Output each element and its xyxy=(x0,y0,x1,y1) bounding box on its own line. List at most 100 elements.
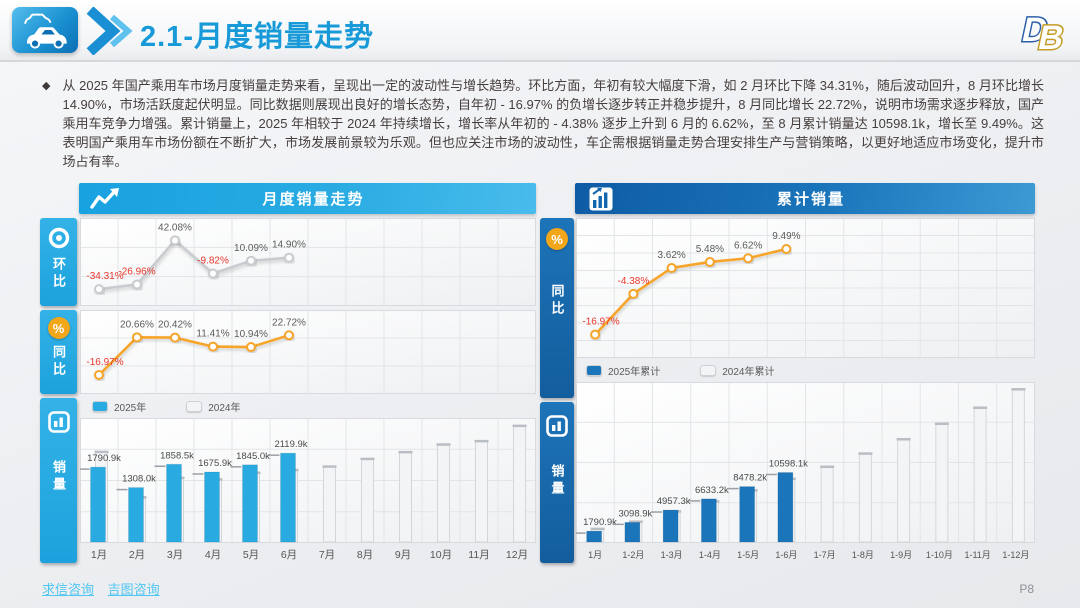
svg-text:8478.2k: 8478.2k xyxy=(733,473,767,484)
bar-chart-icon xyxy=(546,415,568,437)
tab-yoy: % 同比 xyxy=(40,310,77,394)
right-panel-header: 累计销量 xyxy=(575,183,1035,214)
svg-text:-26.96%: -26.96% xyxy=(118,266,155,277)
svg-text:10.09%: 10.09% xyxy=(234,243,268,254)
svg-text:10598.1k: 10598.1k xyxy=(769,458,808,469)
svg-text:11月: 11月 xyxy=(468,549,489,561)
diamond-bullet-icon: ◆ xyxy=(42,80,51,92)
svg-text:1-3月: 1-3月 xyxy=(661,550,683,560)
legend-item: 2024年累计 xyxy=(700,363,775,378)
footer-links: 求信咨询 吉图咨询 xyxy=(42,579,170,598)
svg-text:5月: 5月 xyxy=(243,549,259,561)
footer-link-qiuxin[interactable]: 求信咨询 xyxy=(42,582,95,597)
legend-swatch-2024-cum xyxy=(700,364,717,376)
svg-text:12月: 12月 xyxy=(506,549,528,561)
percent-icon: % xyxy=(546,228,568,250)
right-panel-title: 累计销量 xyxy=(776,191,845,208)
tab-cum-yoy-label: 同比 xyxy=(549,284,565,318)
left-panel-header: 月度销量走势 xyxy=(79,183,536,214)
svg-text:1845.0k: 1845.0k xyxy=(236,451,270,462)
legend-label: 2024年 xyxy=(208,402,241,414)
svg-text:-34.31%: -34.31% xyxy=(86,271,123,282)
svg-text:5.48%: 5.48% xyxy=(696,244,724,255)
cumulative-sales-bar-chart: 1790.9k 1月 3098.9k 1-2月 4957.3k 1-3月 6633.2k 1-… xyxy=(574,382,1035,563)
svg-text:1-12月: 1-12月 xyxy=(1002,550,1029,560)
cumulative-sales-legend: 2025年累计 2024年累计 xyxy=(586,362,775,378)
svg-text:1月: 1月 xyxy=(91,549,107,561)
svg-text:10.94%: 10.94% xyxy=(234,329,268,340)
svg-text:9.49%: 9.49% xyxy=(772,231,800,242)
percent-icon: % xyxy=(47,317,70,339)
legend-swatch-2025 xyxy=(92,400,108,412)
svg-text:-16.97%: -16.97% xyxy=(86,357,123,368)
svg-text:1-5月: 1-5月 xyxy=(737,550,759,560)
legend-item: 2025年 xyxy=(92,399,146,414)
svg-text:-9.82%: -9.82% xyxy=(197,256,229,267)
trend-line-icon xyxy=(79,183,131,214)
svg-text:6.62%: 6.62% xyxy=(734,240,762,251)
legend-item: 2024年 xyxy=(186,399,241,414)
svg-text:1-9月: 1-9月 xyxy=(890,550,912,560)
summary-block: ◆ 从 2025 年国产乘用车市场月度销量走势来看，呈现出一定的波动性与增长趋势… xyxy=(42,76,1044,171)
svg-text:3.62%: 3.62% xyxy=(657,250,685,261)
monthly-sales-bar-chart: 1790.9k 1月 1308.0k 2月 1858.5k 3月 1675.9k 4月 1845… xyxy=(78,418,536,563)
tab-cum-sales: 销量 xyxy=(540,402,574,563)
svg-text:-4.38%: -4.38% xyxy=(618,276,650,287)
legend-label: 2025年累计 xyxy=(608,366,661,378)
svg-text:22.72%: 22.72% xyxy=(272,317,306,328)
legend-label: 2024年累计 xyxy=(722,366,775,378)
svg-text:10月: 10月 xyxy=(430,549,452,561)
svg-text:2119.9k: 2119.9k xyxy=(274,439,307,450)
svg-text:1-10月: 1-10月 xyxy=(926,550,953,560)
tab-mom: 环比 xyxy=(40,218,77,306)
svg-text:4957.3k: 4957.3k xyxy=(657,496,691,507)
cumulative-yoy-line-chart: -16.97% -4.38% 3.62% 5.48% 6.62% 9.49% xyxy=(576,218,1035,358)
tab-cum-sales-label: 销量 xyxy=(549,464,565,498)
svg-text:1790.9k: 1790.9k xyxy=(583,517,617,528)
svg-text:4月: 4月 xyxy=(205,549,221,561)
tab-cum-yoy: % 同比 xyxy=(540,218,574,398)
svg-text:3098.9k: 3098.9k xyxy=(618,508,652,519)
bar-chart-arrow-icon xyxy=(575,183,627,214)
monthly-sales-legend: 2025年 2024年 xyxy=(92,398,241,414)
svg-text:11.41%: 11.41% xyxy=(196,329,229,340)
summary-text: 从 2025 年国产乘用车市场月度销量走势来看，呈现出一定的波动性与增长趋势。环… xyxy=(62,78,1044,169)
svg-text:14.90%: 14.90% xyxy=(272,240,306,251)
page-number: P8 xyxy=(1019,582,1034,596)
svg-text:1858.5k: 1858.5k xyxy=(160,450,194,461)
svg-text:7月: 7月 xyxy=(319,549,335,561)
svg-text:1-4月: 1-4月 xyxy=(699,550,721,560)
svg-text:1-2月: 1-2月 xyxy=(622,550,644,560)
svg-text:8月: 8月 xyxy=(357,549,373,561)
legend-swatch-2025-cum xyxy=(586,364,602,376)
svg-text:1308.0k: 1308.0k xyxy=(122,474,156,485)
svg-text:1675.9k: 1675.9k xyxy=(198,458,232,469)
page-title: 2.1-月度销量走势 xyxy=(140,21,374,53)
svg-text:2月: 2月 xyxy=(129,549,145,561)
svg-text:1-6月: 1-6月 xyxy=(775,550,797,560)
target-icon xyxy=(48,227,69,249)
legend-item: 2025年累计 xyxy=(586,363,660,378)
svg-text:6633.2k: 6633.2k xyxy=(695,485,729,496)
legend-swatch-2024 xyxy=(186,400,203,412)
tab-sales: 销量 xyxy=(40,398,77,563)
svg-text:1-8月: 1-8月 xyxy=(852,550,874,560)
svg-text:9月: 9月 xyxy=(395,549,411,561)
tab-sales-label: 销量 xyxy=(51,460,66,494)
cars-icon xyxy=(12,7,78,53)
svg-text:42.08%: 42.08% xyxy=(158,222,192,233)
tab-yoy-label: 同比 xyxy=(51,345,66,379)
svg-text:3月: 3月 xyxy=(167,549,183,561)
svg-text:-16.97%: -16.97% xyxy=(582,317,619,328)
svg-text:20.66%: 20.66% xyxy=(120,319,154,330)
chevron-right-icon xyxy=(86,7,133,55)
svg-text:1月: 1月 xyxy=(588,550,602,560)
svg-text:20.42%: 20.42% xyxy=(158,320,192,331)
mom-line-chart: -34.31% -26.96% 42.08% -9.82% 10.09% 14.90% xyxy=(80,218,536,306)
footer-link-jitu[interactable]: 吉图咨询 xyxy=(107,582,160,597)
legend-label: 2025年 xyxy=(114,402,147,414)
left-panel-title: 月度销量走势 xyxy=(262,191,365,208)
company-logo-icon: D B xyxy=(1012,5,1069,62)
bar-chart-icon xyxy=(47,411,70,433)
